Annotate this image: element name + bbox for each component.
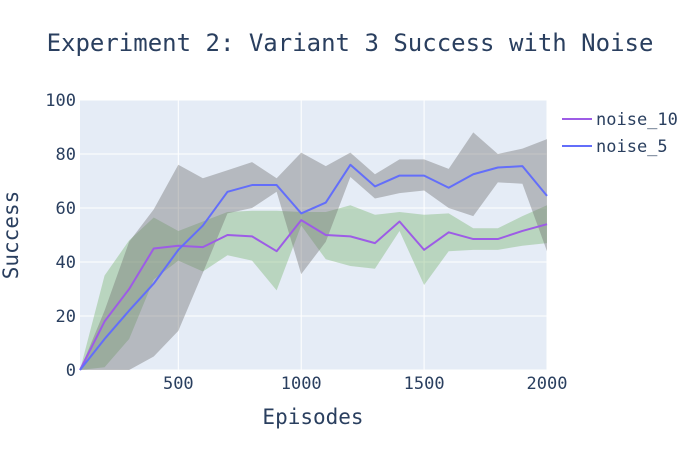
series-line-noise_10 <box>79 219 548 371</box>
chart-title: Experiment 2: Variant 3 Success with Noi… <box>47 29 654 57</box>
y-tick-label: 0 <box>66 361 76 381</box>
legend[interactable]: noise_10 noise_5 <box>562 110 678 157</box>
x-tick-label: 1000 <box>281 374 322 394</box>
plot-area <box>80 100 547 370</box>
y-tick-label: 100 <box>45 91 76 111</box>
y-tick-label: 20 <box>56 307 76 327</box>
y-axis-title: Success <box>0 191 23 280</box>
legend-label: noise_10 <box>596 110 678 130</box>
series-line-noise_5 <box>79 163 548 371</box>
grid-lines <box>80 99 548 371</box>
legend-item-noise_5[interactable]: noise_5 <box>562 137 668 157</box>
y-tick-label: 40 <box>56 253 76 273</box>
y-tick-label: 60 <box>56 199 76 219</box>
confidence-band-noise_5 <box>80 132 547 370</box>
legend-label: noise_5 <box>596 137 668 157</box>
tick-labels: 0 20 40 60 80 100 500 1000 1500 2000 <box>45 91 567 394</box>
x-axis-title: Episodes <box>262 405 363 429</box>
y-tick-label: 80 <box>56 145 76 165</box>
series-lines <box>79 163 548 371</box>
x-tick-label: 2000 <box>527 374 568 394</box>
x-tick-label: 1500 <box>404 374 445 394</box>
legend-item-noise_10[interactable]: noise_10 <box>562 110 678 130</box>
x-tick-label: 500 <box>163 374 194 394</box>
